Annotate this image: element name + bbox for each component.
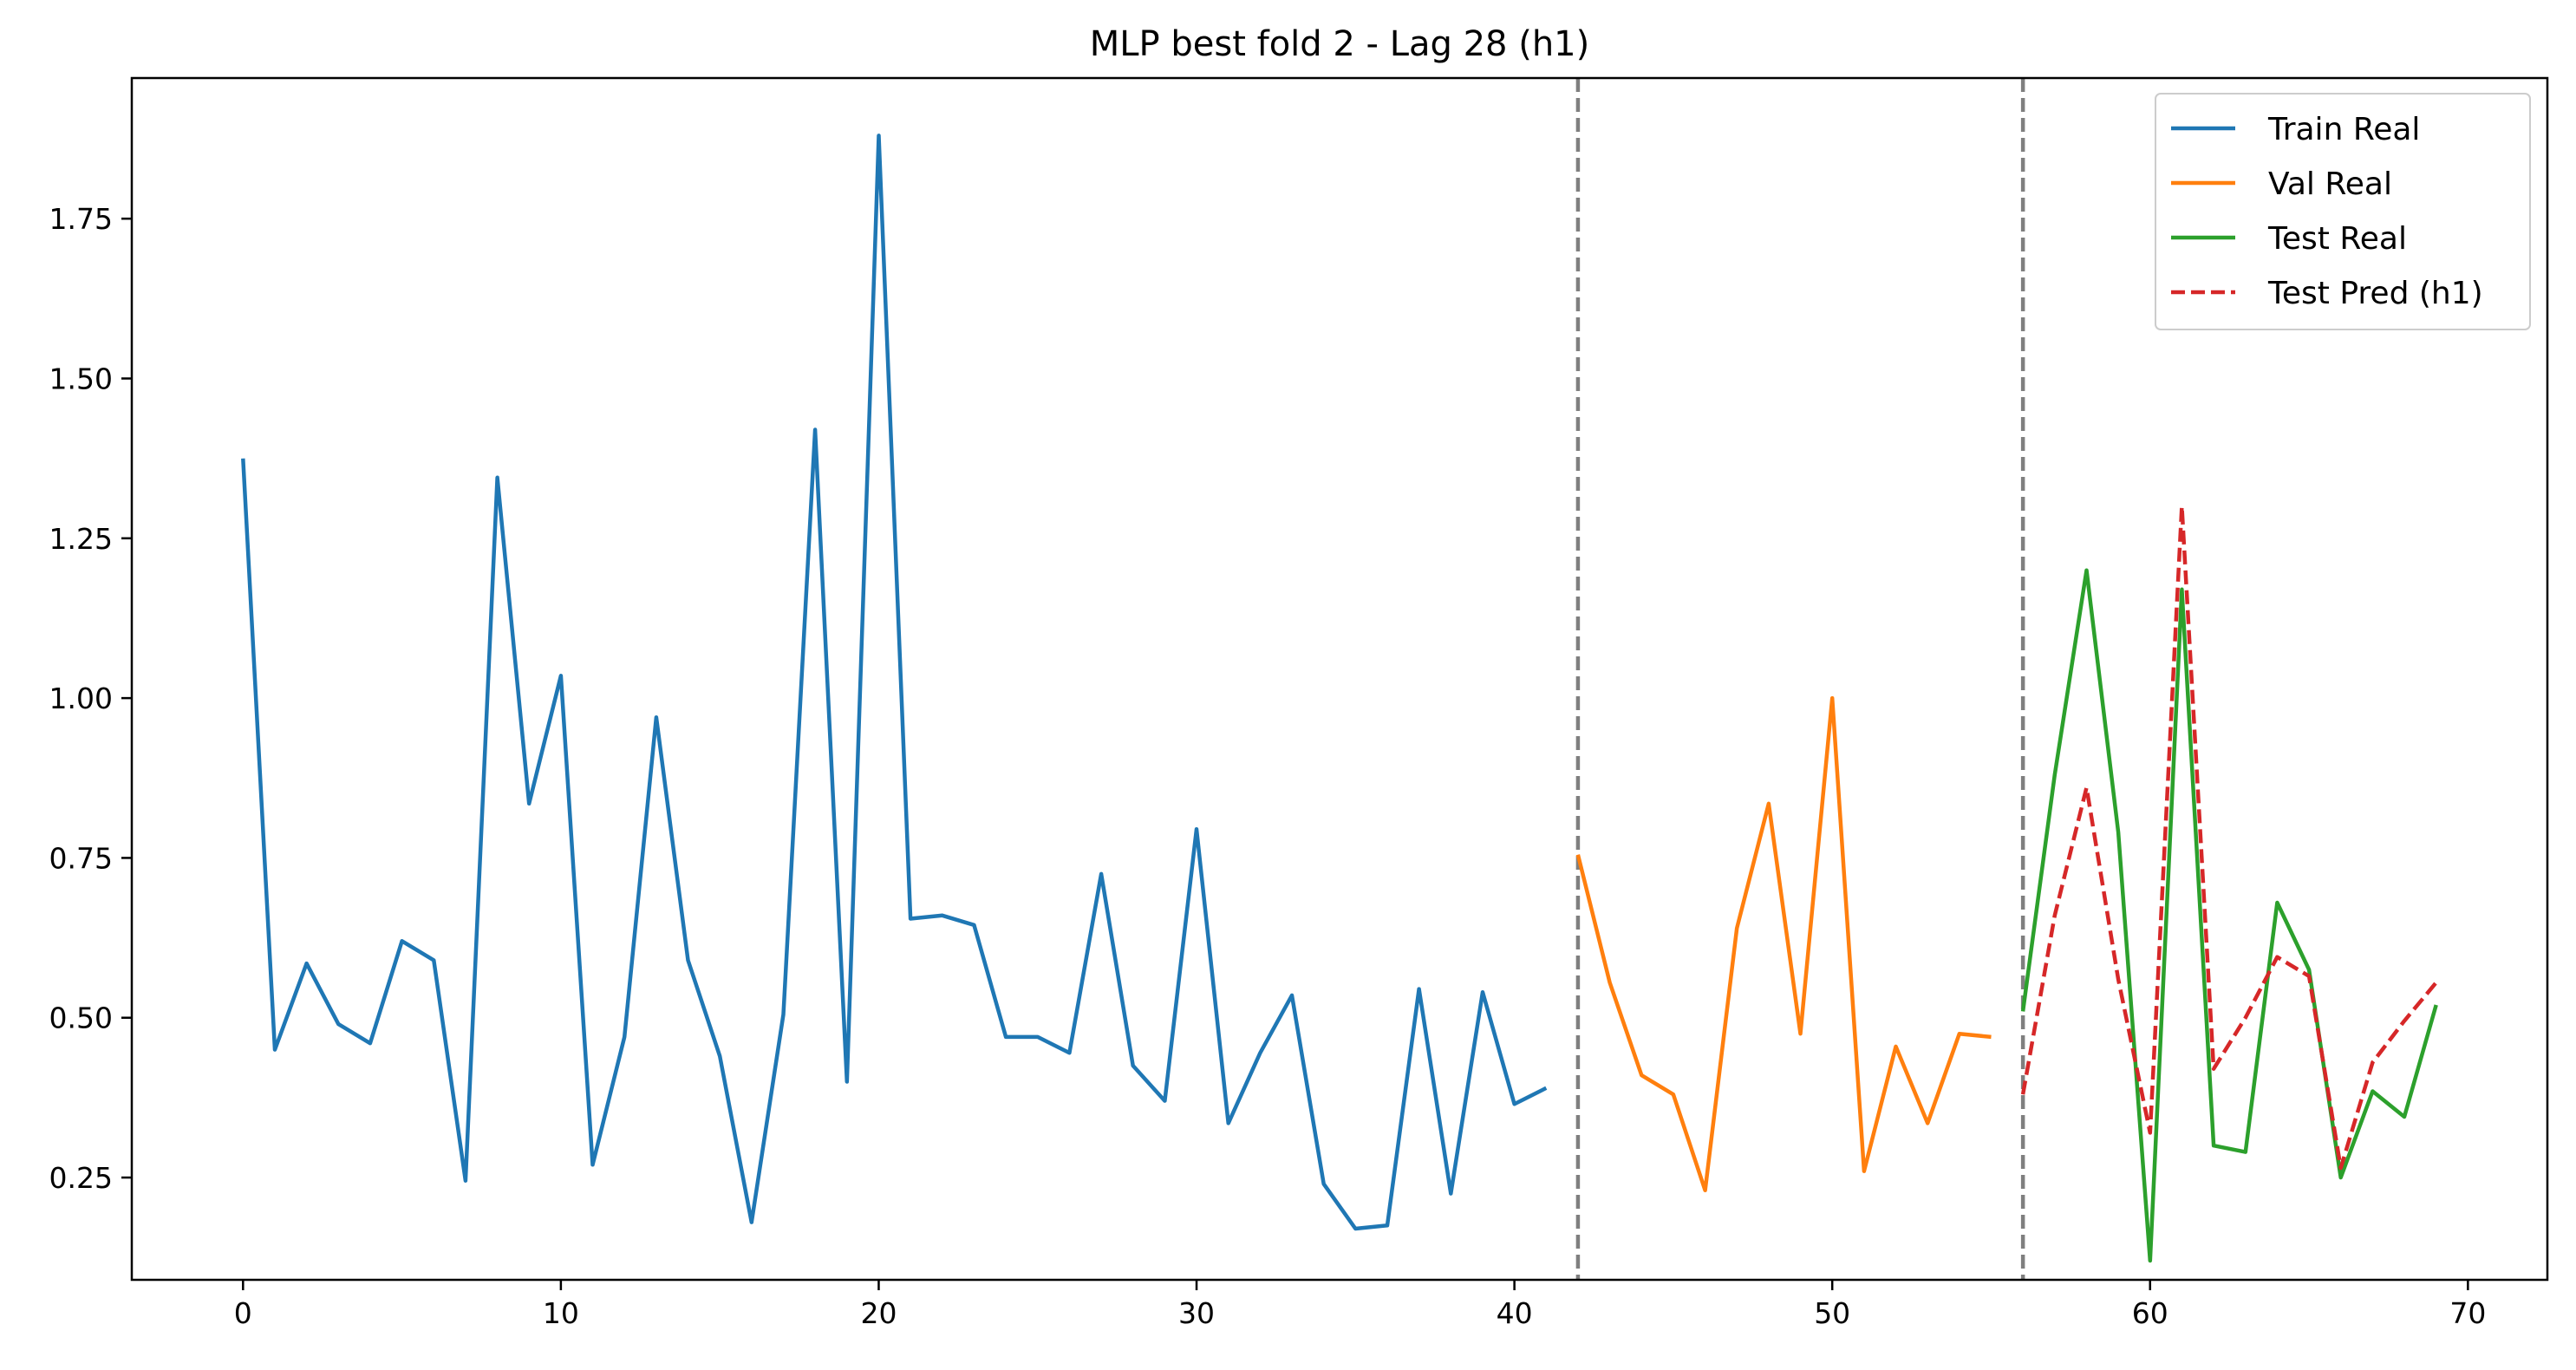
y-tick-label: 0.25 bbox=[49, 1161, 113, 1195]
series-lines bbox=[241, 134, 2438, 1263]
x-tick-label: 40 bbox=[1497, 1296, 1533, 1330]
series-line-test-pred-h1 bbox=[2020, 504, 2438, 1171]
x-tick-label: 60 bbox=[2132, 1296, 2168, 1330]
y-tick-label: 1.50 bbox=[49, 362, 113, 396]
y-tick-label: 0.50 bbox=[49, 1001, 113, 1035]
chart-title: MLP best fold 2 - Lag 28 (h1) bbox=[1090, 24, 1589, 64]
x-tick-label: 50 bbox=[1814, 1296, 1850, 1330]
y-axis-ticks: 0.25 0.50 0.75 1.00 1.25 1.50 1.75 bbox=[49, 202, 132, 1195]
x-tick-label: 30 bbox=[1178, 1296, 1215, 1330]
y-tick-label: 1.25 bbox=[49, 522, 113, 556]
legend: Train Real Val Real Test Real Test Pred (h1… bbox=[2155, 93, 2531, 330]
x-tick-label: 20 bbox=[860, 1296, 897, 1330]
x-tick-label: 0 bbox=[234, 1296, 252, 1330]
plot-area-frame bbox=[130, 76, 2549, 1282]
x-tick-label: 70 bbox=[2449, 1296, 2486, 1330]
legend-box bbox=[2155, 93, 2531, 330]
legend-label: Train Real bbox=[2267, 112, 2420, 147]
series-line-train-real bbox=[241, 134, 1548, 1231]
legend-label: Test Real bbox=[2267, 221, 2407, 257]
legend-label: Val Real bbox=[2268, 166, 2392, 202]
legend-label: Test Pred (h1) bbox=[2267, 276, 2483, 311]
y-tick-label: 1.00 bbox=[49, 682, 113, 715]
x-tick-label: 10 bbox=[543, 1296, 579, 1330]
y-tick-label: 1.75 bbox=[49, 202, 113, 236]
x-axis-ticks: 0 10 20 30 40 50 60 70 bbox=[234, 1280, 2486, 1330]
y-tick-label: 0.75 bbox=[49, 841, 113, 875]
series-line-test-real bbox=[2020, 568, 2438, 1263]
series-line-val-real bbox=[1575, 695, 1992, 1193]
divider-lines bbox=[1575, 78, 2025, 1280]
